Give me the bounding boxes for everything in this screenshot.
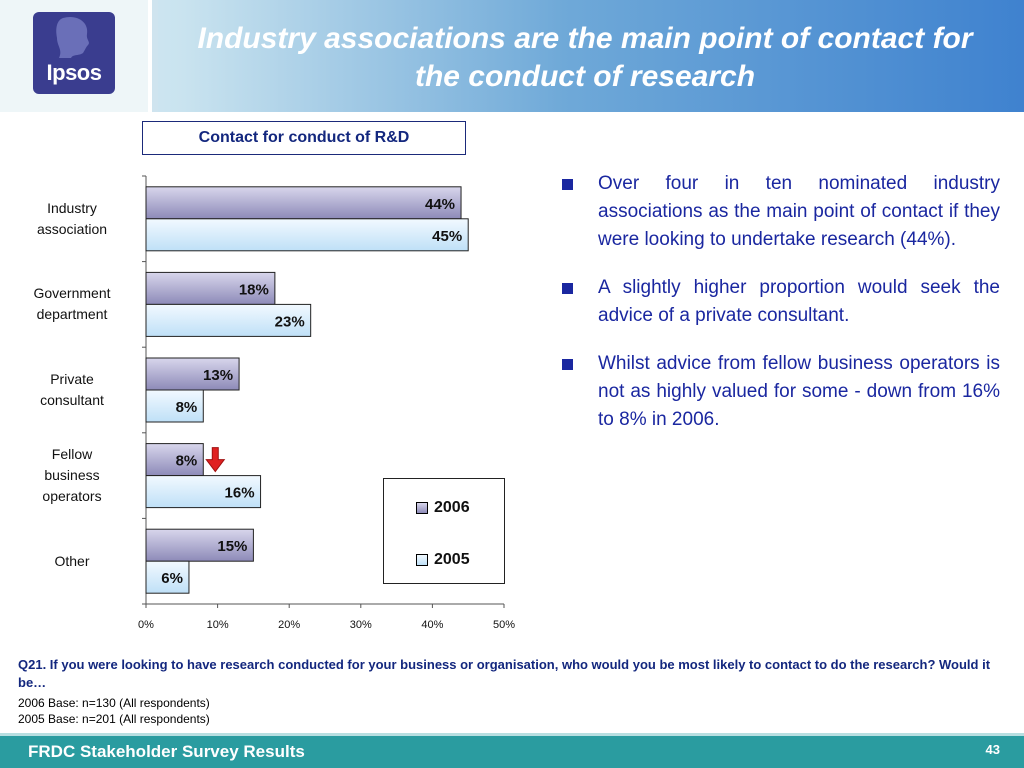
bar-2006 [145,357,240,391]
category-label: Other [54,552,90,569]
bar-value-label: 18% [239,281,269,298]
survey-question: Q21. If you were looking to have researc… [18,657,991,690]
base-2006: 2006 Base: n=130 (All respondents) [18,696,210,710]
bullet-square-icon [562,359,573,370]
down-arrow-icon [205,447,226,473]
legend-label-2006: 2006 [434,499,470,516]
bar-2005 [145,475,262,509]
bar-value-label: 44% [425,196,455,213]
x-tick-label: 10% [207,619,229,631]
legend-swatch-2006 [416,502,428,514]
logo-face-icon [56,16,89,59]
logo-text: Ipsos [46,60,102,85]
bar-value-label: 15% [217,538,247,555]
bullet-item: Over four in ten nominated industry asso… [560,170,1000,254]
logo-panel: Ipsos [0,0,148,112]
bullet-square-icon [562,179,573,190]
bar-2006 [145,271,276,305]
legend-swatch-2005 [416,554,428,566]
bar-value-label: 13% [203,367,233,384]
x-tick-label: 40% [421,619,443,631]
header-divider [148,0,152,112]
legend-label-2005: 2005 [434,551,470,568]
page-number: 43 [985,742,1000,757]
footer-title: FRDC Stakeholder Survey Results [28,742,305,761]
bullet-item: A slightly higher proportion would seek … [560,274,1000,330]
bar-2006 [145,528,254,562]
bar-2005 [145,303,312,337]
bar-value-label: 23% [275,313,305,330]
bullet-list: Over four in ten nominated industry asso… [560,170,1000,454]
category-label: Government department [33,285,111,323]
bar-2005 [145,218,469,252]
bullet-item: Whilst advice from fellow business opera… [560,350,1000,434]
legend-item-2006: 2006 [416,499,470,517]
slide-header: Ipsos Industry associations are the main… [0,0,1024,112]
bar-2005 [145,389,204,423]
bar-value-label: 8% [176,453,198,470]
bar-2006 [145,186,462,220]
slide-footer: FRDC Stakeholder Survey Results 43 [0,733,1024,768]
x-tick-label: 30% [350,619,372,631]
x-tick-label: 50% [493,619,515,631]
bullet-square-icon [562,283,573,294]
header-divider-accent [152,0,158,112]
x-tick-label: 20% [278,619,300,631]
category-label: Fellow business operators [42,446,102,505]
bar-value-label: 16% [225,485,255,502]
bar-value-label: 8% [176,399,198,416]
bar-2005 [145,560,190,594]
bar-value-label: 45% [432,228,462,245]
ipsos-logo: Ipsos [33,12,115,94]
base-2005: 2005 Base: n=201 (All respondents) [18,712,210,726]
chart-title: Contact for conduct of R&D [142,121,466,155]
x-tick-label: 0% [138,619,154,631]
chart-legend: 2006 2005 [383,478,505,584]
category-label: Private consultant [40,371,104,408]
legend-item-2005: 2005 [416,551,470,569]
bar-value-label: 6% [161,570,183,587]
slide-title: Industry associations are the main point… [197,22,973,93]
category-label: Industry association [36,199,108,237]
